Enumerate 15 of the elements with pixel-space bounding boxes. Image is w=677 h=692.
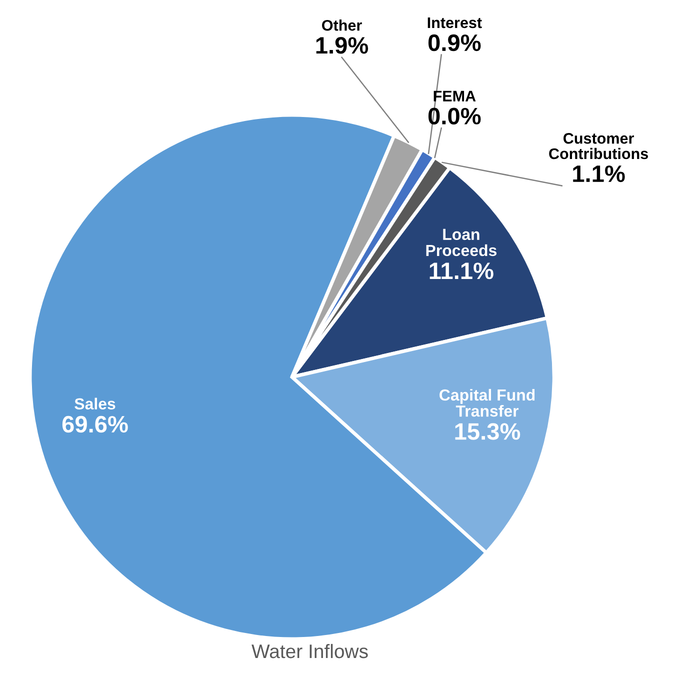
data-label: 1.1%	[573, 165, 625, 182]
data-label: 11.1%	[430, 262, 494, 280]
data-label: 1.9%	[316, 37, 368, 54]
text: 0.0%	[428, 108, 481, 124]
text: Water Inflows	[252, 644, 368, 658]
data-label: 69.6%	[62, 416, 128, 433]
slice-label: Other	[322, 20, 362, 31]
slice-label: Sales	[74, 398, 116, 410]
category-label: FEMA	[434, 90, 476, 102]
data-label: 15.3%	[455, 423, 520, 440]
slice-label: Customer Contributions	[549, 132, 648, 160]
slice-label: Capital Fund Transfer	[440, 388, 535, 417]
slice-label: Interest	[428, 17, 482, 28]
slice-label: Loan Proceeds	[426, 228, 496, 256]
data-label: 0.9%	[428, 34, 481, 52]
